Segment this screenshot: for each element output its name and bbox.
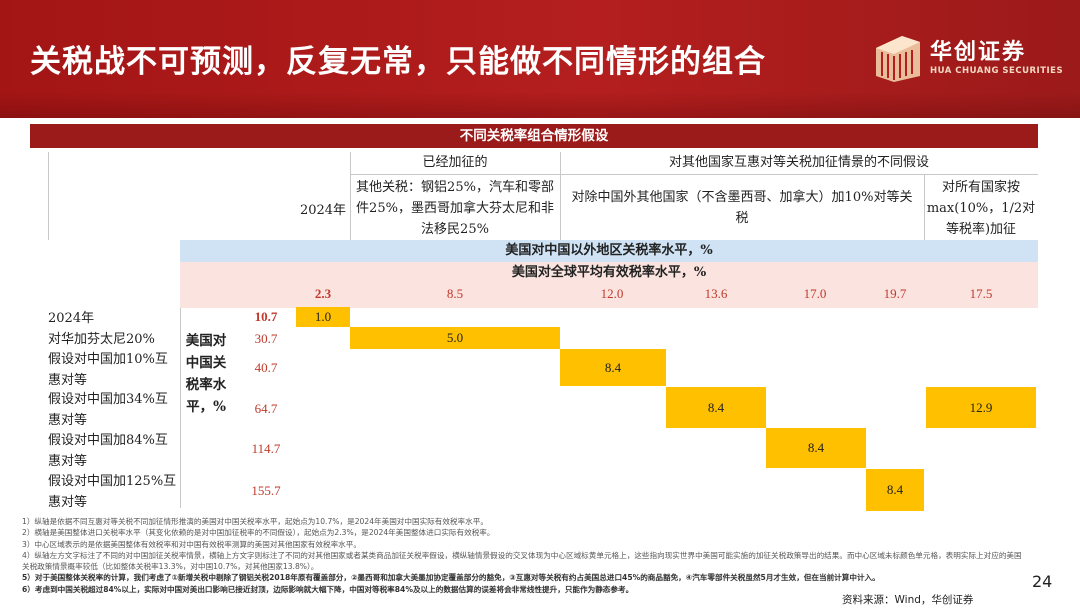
footnote: 6）考虑到中国关税超过84%以上，实际对中国对美出口影响已接近封顶，边际影响就大… xyxy=(22,584,634,594)
matrix-cell: 8.4 xyxy=(560,349,666,386)
company-logo: 华创证券 HUA CHUANG SECURITIES xyxy=(872,32,1063,86)
row-label: 假设对中国加84%互惠对等 xyxy=(48,433,168,469)
global-rate: 17.0 xyxy=(803,286,827,301)
row-label: 假设对中国加10%互惠对等 xyxy=(48,352,168,388)
row-label: 2024年 xyxy=(48,311,95,326)
band-outside-china: 美国对中国以外地区关税率水平，% xyxy=(180,240,1038,262)
col-head-except: 对除中国外其他国家（不含墨西哥、加拿大）加10%对等关税 xyxy=(571,190,913,226)
col-head-imposed: 其他关税：钢铝25%，汽车和零部件25%，墨西哥加拿大芬太尼和非法移民25% xyxy=(356,180,554,237)
china-rate: 40.7 xyxy=(254,360,278,375)
matrix-cell: 8.4 xyxy=(766,428,866,468)
china-rate: 30.7 xyxy=(254,331,278,346)
row-label: 假设对中国加34%互惠对等 xyxy=(48,392,168,428)
col-head-all-max: 对所有国家按max(10%，1/2对等税率)加征 xyxy=(926,180,1036,237)
matrix-cell: 12.9 xyxy=(926,387,1036,428)
global-rate: 17.5 xyxy=(969,286,993,301)
china-rate: 10.7 xyxy=(254,309,278,324)
matrix-cell: 1.0 xyxy=(296,307,350,327)
footnotes: 1）纵轴是依据不同互惠对等关税不同加征情形推演的美国对中国关税率水平，起始点为1… xyxy=(22,516,1032,595)
china-rate: 114.7 xyxy=(251,441,281,456)
side-label-china-rate: 美国对中国关税率水平，% xyxy=(185,333,227,415)
grid-line xyxy=(180,240,181,508)
col-head-year: 2024年 xyxy=(299,203,347,218)
row-label: 假设对中国加125%互惠对等 xyxy=(48,474,177,510)
logo-english-name: HUA CHUANG SECURITIES xyxy=(930,66,1064,76)
logo-chinese-name: 华创证券 xyxy=(930,40,1027,65)
logo-mark-icon xyxy=(876,36,920,82)
row-label: 对华加芬太尼20% xyxy=(48,332,155,347)
band-global-average: 美国对全球平均有效税率水平，% xyxy=(180,262,1038,308)
group-imposed: 已经加征的 xyxy=(422,155,488,170)
table-header: 不同关税率组合情形假设 xyxy=(30,124,1038,148)
footnote: 3）中心区域表示的是依据美国整体有效税率和对中国有效税率测算的美国对其他国家有效… xyxy=(22,539,361,549)
grid-line xyxy=(350,152,351,240)
grid-line xyxy=(924,175,925,240)
global-rate: 8.5 xyxy=(446,286,464,301)
band-global-average-label: 美国对全球平均有效税率水平，% xyxy=(511,265,707,280)
china-rate: 64.7 xyxy=(254,401,278,416)
footnote: 5）对于美国整体关税率的计算，我们考虑了①新增关税中剔除了钢铝关税2018年原有… xyxy=(22,573,880,583)
global-rate: 13.6 xyxy=(704,286,728,301)
grid-line xyxy=(560,152,561,240)
source-note: 资料来源：Wind，华创证券 xyxy=(842,594,974,606)
matrix-cell: 8.4 xyxy=(866,469,924,511)
group-divider xyxy=(350,174,1038,175)
china-rate: 155.7 xyxy=(251,483,281,498)
global-rate: 12.0 xyxy=(600,286,624,301)
page-number: 24 xyxy=(1032,572,1053,591)
banner-shade xyxy=(0,92,1080,118)
grid-line xyxy=(48,152,49,240)
matrix-cell: 5.0 xyxy=(350,327,560,349)
footnote: 2）横轴是美国整体进口关税率水平（其变化依赖的是对中国加征税率的不同假设），起始… xyxy=(22,528,495,538)
global-rate: 19.7 xyxy=(883,286,907,301)
global-rate: 2.3 xyxy=(314,286,332,301)
group-other-countries: 对其他国家互惠对等关税加征情景的不同假设 xyxy=(668,155,929,170)
slide-title: 关税战不可预测，反复无常，只能做不同情形的组合 xyxy=(30,44,766,80)
footnote: 4）纵轴左方文字标注了不同的对中国加征关税率情景，横轴上方文字则标注了不同的对其… xyxy=(22,550,1022,572)
matrix-cell: 8.4 xyxy=(666,387,766,428)
footnote: 1）纵轴是依据不同互惠对等关税不同加征情形推演的美国对中国关税率水平，起始点为1… xyxy=(22,517,488,526)
